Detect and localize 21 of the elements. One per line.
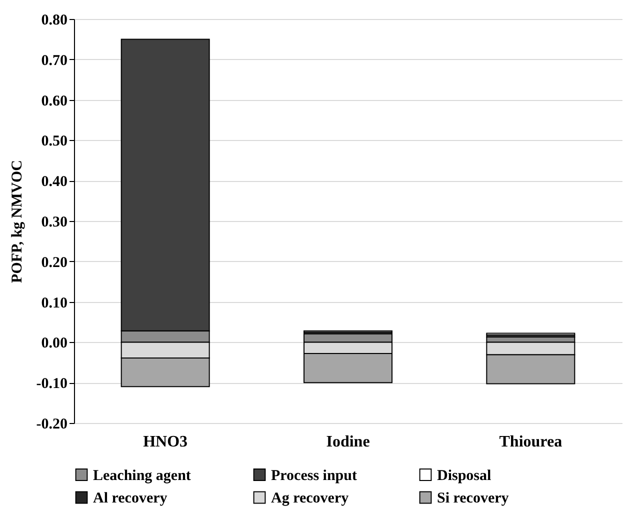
y-tick-label: 0.70	[41, 52, 68, 69]
y-tick-label: 0.10	[41, 295, 68, 312]
y-tick-label: 0.80	[41, 12, 68, 28]
y-tick-label: 0.00	[41, 336, 68, 352]
legend-label: Leaching agent	[93, 468, 191, 484]
legend-label: Process input	[271, 468, 357, 484]
y-tick-label: -0.10	[36, 376, 68, 392]
y-tick-label: 0.60	[41, 93, 68, 110]
x-tick-label: HNO3	[143, 434, 188, 450]
legend-label: Ag recovery	[271, 490, 350, 506]
y-tick-label: -0.20	[36, 416, 68, 432]
y-tick-label: 0.40	[41, 174, 68, 190]
y-tick-label: 0.20	[41, 254, 68, 271]
y-tick-label: 0.30	[41, 214, 68, 230]
legend-label: Disposal	[437, 468, 492, 484]
legend-label: Al recovery	[93, 490, 168, 506]
x-tick-label: Iodine	[326, 434, 370, 450]
x-tick-label: Thiourea	[499, 434, 562, 450]
legend-label: Si recovery	[437, 490, 510, 506]
y-tick-label: 0.50	[41, 134, 68, 150]
y-axis-title: POFP, kg NMVOC	[9, 160, 26, 283]
